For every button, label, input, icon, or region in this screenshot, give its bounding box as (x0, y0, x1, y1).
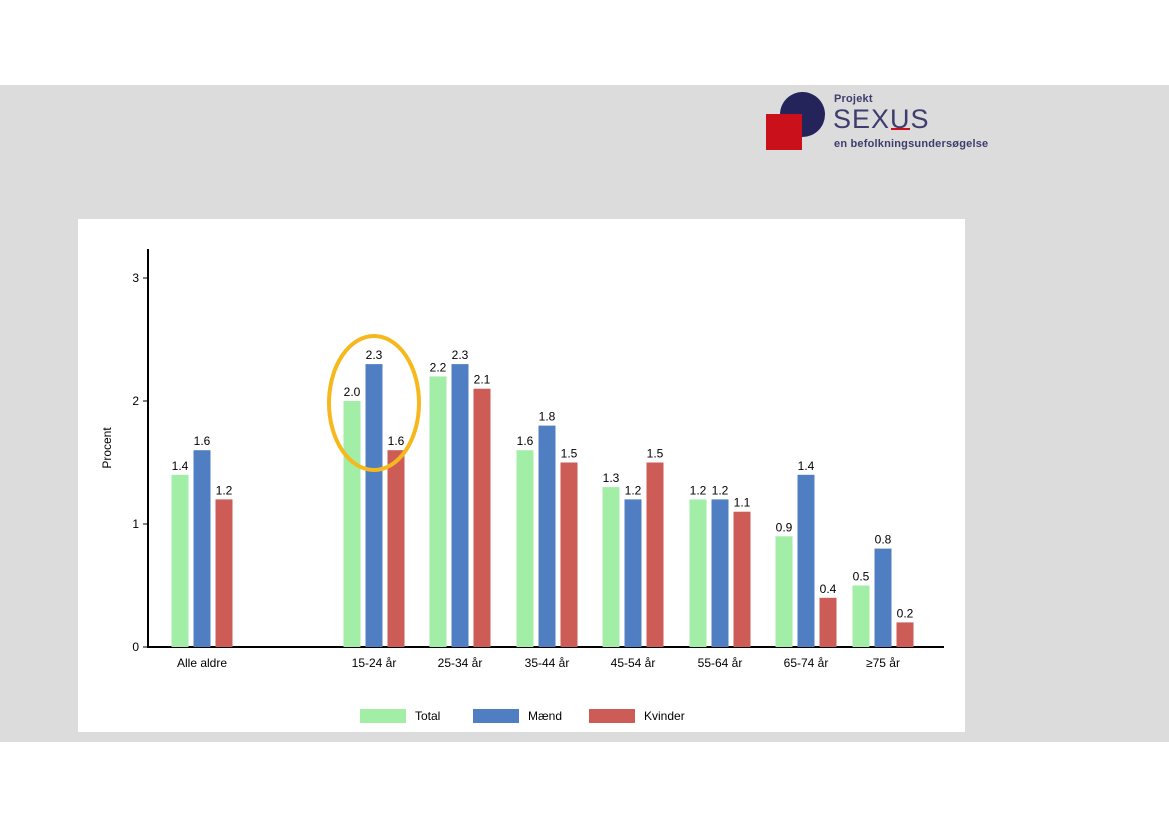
bar-kvinder (896, 622, 914, 647)
bar-mnd (451, 364, 469, 647)
bar-kvinder (560, 462, 578, 647)
bar-kvinder (473, 388, 491, 647)
legend-swatch (473, 709, 519, 723)
data-label: 1.3 (603, 471, 620, 485)
bar-kvinder (733, 511, 751, 647)
data-label: 0.9 (776, 520, 793, 534)
data-label: 1.1 (734, 496, 751, 510)
bar-total (689, 499, 707, 647)
x-tick-label: 55-64 år (698, 656, 743, 670)
legend-label: Kvinder (644, 709, 685, 723)
bar-mnd (538, 425, 556, 647)
bar-mnd (711, 499, 729, 647)
bar-total (775, 536, 793, 647)
logo-square (766, 114, 802, 150)
legend-swatch (360, 709, 406, 723)
bar-mnd (365, 364, 383, 647)
x-tick-label: Alle aldre (177, 656, 227, 670)
bar-kvinder (215, 499, 233, 647)
data-label: 1.6 (194, 434, 211, 448)
x-tick-label: ≥75 år (866, 656, 900, 670)
bar-total (602, 487, 620, 647)
y-tick-label: 2 (132, 394, 139, 408)
bar-mnd (797, 474, 815, 647)
logo-name-a: SEX (833, 104, 891, 134)
data-label: 1.2 (216, 483, 233, 497)
y-tick-label: 1 (132, 517, 139, 531)
data-label: 1.2 (690, 483, 707, 497)
data-label: 2.0 (344, 385, 361, 399)
bar-kvinder (387, 450, 405, 647)
bar-total (852, 585, 870, 647)
bar-total (516, 450, 534, 647)
logo-name-b: U (890, 104, 911, 134)
y-tick-label: 3 (132, 271, 139, 285)
data-label: 1.5 (561, 447, 578, 461)
chart-panel: 0 1 2 3 Procent 1.4 1.6 1.2 Alle aldre 2.0 2.3 1.6 1… (78, 219, 965, 732)
data-label: 1.6 (517, 434, 534, 448)
data-label: 1.2 (712, 483, 729, 497)
data-label: 1.5 (647, 447, 664, 461)
bar-kvinder (646, 462, 664, 647)
x-tick-label: 25-34 år (438, 656, 483, 670)
logo-project-label: Projekt (834, 93, 873, 105)
bar-total (343, 401, 361, 647)
data-label: 2.3 (366, 348, 383, 362)
y-tick-label: 0 (132, 640, 139, 654)
highlight-ellipse (327, 334, 421, 472)
bar-mnd (874, 548, 892, 647)
x-tick-label: 15-24 år (352, 656, 397, 670)
data-label: 1.4 (172, 459, 189, 473)
logo-tagline: en befolkningsundersøgelse (834, 138, 989, 150)
data-label: 0.2 (897, 606, 914, 620)
bar-mnd (624, 499, 642, 647)
legend-label: Total (415, 709, 441, 723)
data-label: 2.1 (474, 373, 491, 387)
x-tick-label: 35-44 år (525, 656, 570, 670)
data-label: 0.5 (853, 570, 870, 584)
legend-label: Mænd (528, 709, 563, 723)
bar-kvinder (819, 597, 837, 647)
bar-total (429, 376, 447, 647)
legend-swatch (589, 709, 635, 723)
data-label: 2.3 (452, 348, 469, 362)
data-label: 2.2 (430, 360, 447, 374)
data-label: 1.8 (539, 410, 556, 424)
logo-name: SEXUS (833, 104, 930, 134)
data-label: 1.2 (625, 483, 642, 497)
bar-mnd (193, 450, 211, 647)
data-label: 1.4 (798, 459, 815, 473)
bar-chart: 0 1 2 3 Procent 1.4 1.6 1.2 Alle aldre 2.0 2.3 1.6 1… (100, 249, 944, 670)
data-label: 0.8 (875, 533, 892, 547)
x-tick-label: 45-54 år (611, 656, 656, 670)
data-label: 1.6 (388, 434, 405, 448)
sexus-logo: Projekt SEXUS en befolkningsundersøgelse (766, 92, 1026, 154)
y-axis-label: Procent (100, 427, 114, 469)
bar-total (171, 474, 189, 647)
logo-name-c: S (910, 104, 930, 134)
data-label: 0.4 (820, 582, 837, 596)
x-tick-label: 65-74 år (784, 656, 829, 670)
chart-legend: Total Mænd Kvinder (78, 707, 965, 727)
